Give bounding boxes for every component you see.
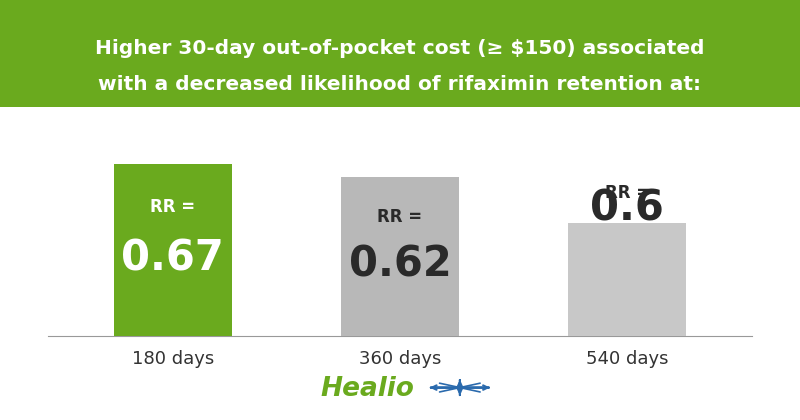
Text: RR =: RR =	[378, 207, 422, 226]
Text: 0.67: 0.67	[122, 238, 224, 280]
Bar	[568, 223, 686, 336]
Text: with a decreased likelihood of rifaximin retention at:: with a decreased likelihood of rifaximin…	[98, 74, 702, 94]
Text: 0.6: 0.6	[590, 188, 664, 230]
Bar	[114, 164, 232, 336]
Text: Healio: Healio	[321, 376, 414, 402]
Text: Higher 30-day out-of-pocket cost (≥ $150) associated: Higher 30-day out-of-pocket cost (≥ $150…	[95, 39, 705, 58]
Text: RR =: RR =	[605, 184, 650, 202]
Text: 0.62: 0.62	[349, 243, 451, 285]
Bar	[341, 177, 459, 336]
Text: RR =: RR =	[150, 198, 195, 216]
